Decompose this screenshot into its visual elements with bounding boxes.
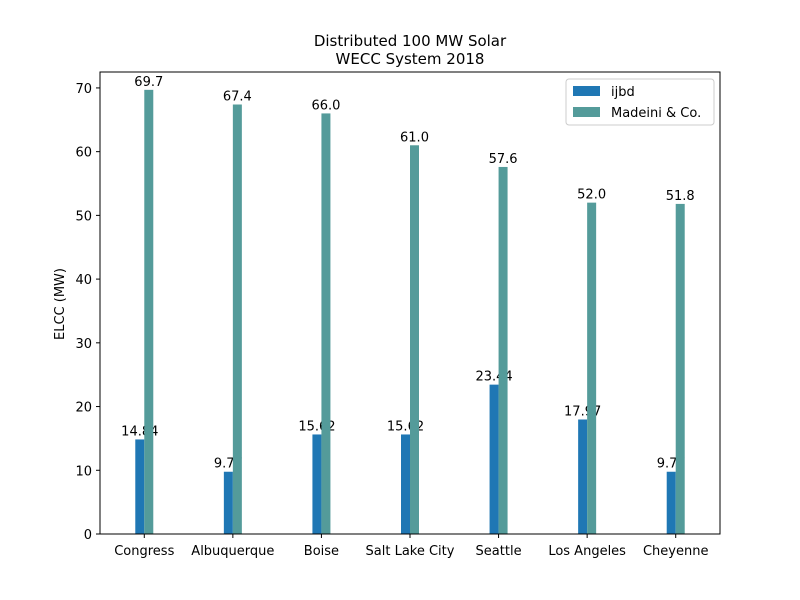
y-axis-label: ELCC (MW) — [53, 268, 68, 340]
bar-series-2 — [321, 113, 331, 535]
bar-series-1 — [401, 434, 410, 534]
plot-frame — [99, 71, 721, 535]
bar-series-1 — [666, 471, 676, 534]
y-tick-label: 10 — [75, 464, 92, 479]
bar-series-2 — [144, 89, 154, 534]
x-tick-label: Salt Lake City — [366, 544, 455, 559]
legend-swatch — [573, 107, 600, 117]
bar-series-1 — [578, 419, 588, 534]
data-label: 52.0 — [577, 188, 606, 203]
bar-series-2 — [232, 104, 242, 534]
data-label: 66.0 — [311, 98, 340, 113]
bar-series-2 — [675, 203, 685, 534]
legend-swatch — [573, 86, 600, 96]
y-tick-label: 0 — [84, 528, 92, 543]
x-tick-label: Boise — [304, 544, 339, 559]
y-tick-label: 60 — [75, 146, 92, 161]
chart-title-line-1: Distributed 100 MW Solar — [314, 32, 507, 50]
bar-series-1 — [135, 439, 145, 534]
y-tick-label: 70 — [75, 82, 92, 97]
y-tick-label: 20 — [75, 401, 92, 416]
bar-series-2 — [587, 202, 597, 535]
y-tick-label: 50 — [75, 209, 92, 224]
y-tick-label: 30 — [75, 337, 92, 352]
legend: ijbd Madeini & Co. — [565, 78, 715, 126]
bar-series-1 — [489, 384, 499, 534]
y-tick-label: 40 — [75, 273, 92, 288]
legend-label: ijbd — [611, 85, 635, 100]
data-label: 57.6 — [489, 152, 518, 167]
data-label: 51.8 — [666, 189, 695, 204]
bar-series-2 — [498, 166, 508, 534]
legend-label: Madeini & Co. — [611, 106, 701, 121]
plot-area: 14.8469.7Congress9.7767.4Albuquerque15.6… — [75, 71, 721, 559]
bar-series-2 — [410, 145, 419, 534]
x-tick-label: Albuquerque — [191, 544, 274, 559]
data-label: 61.0 — [400, 130, 429, 145]
data-label: 67.4 — [223, 89, 252, 104]
x-tick-label: Congress — [114, 544, 174, 559]
legend-box — [565, 78, 715, 126]
bar-series-1 — [312, 434, 322, 534]
x-tick-label: Cheyenne — [643, 544, 708, 559]
data-label: 69.7 — [134, 75, 163, 90]
x-tick-label: Los Angeles — [548, 544, 626, 559]
bar-series-1 — [223, 471, 233, 534]
x-tick-label: Seattle — [476, 544, 522, 559]
chart-title-line-2: WECC System 2018 — [336, 50, 485, 68]
